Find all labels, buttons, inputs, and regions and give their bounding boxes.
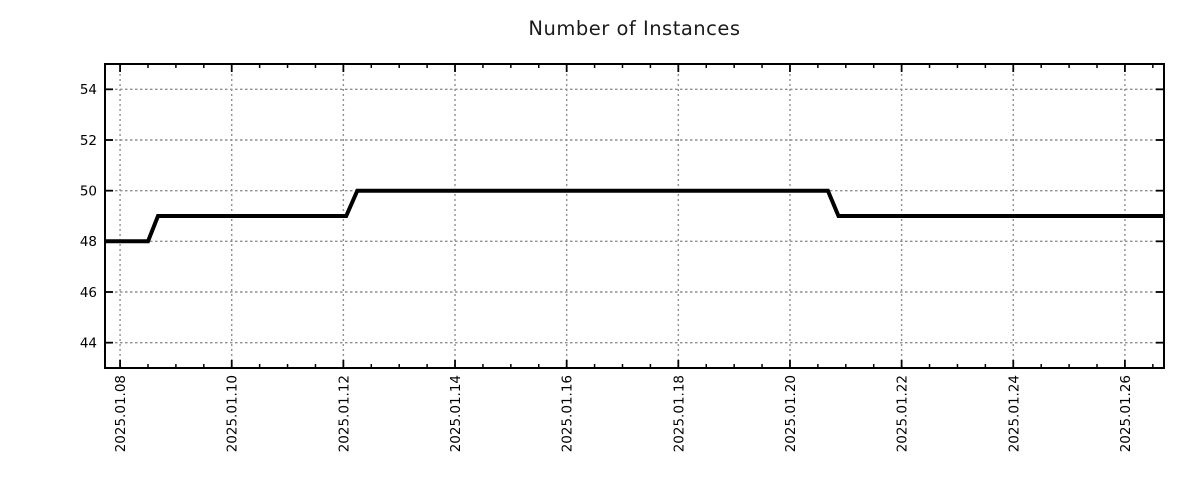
x-tick-label: 2025.01.08	[113, 375, 129, 452]
x-tick-label: 2025.01.14	[448, 375, 464, 452]
x-tick-label: 2025.01.16	[560, 375, 576, 452]
y-tick-label: 54	[80, 82, 97, 98]
x-tick-label: 2025.01.10	[225, 375, 241, 452]
x-tick-label: 2025.01.18	[671, 375, 687, 452]
x-tick-label: 2025.01.12	[336, 375, 352, 452]
x-tick-label: 2025.01.26	[1118, 375, 1134, 452]
y-tick-label: 52	[80, 133, 97, 149]
y-tick-label: 46	[80, 285, 97, 301]
y-tick-label: 50	[80, 183, 97, 199]
y-tick-label: 48	[80, 234, 97, 250]
x-tick-label: 2025.01.22	[895, 375, 911, 452]
x-tick-label: 2025.01.24	[1006, 375, 1022, 452]
y-tick-label: 44	[80, 335, 97, 351]
x-tick-label: 2025.01.20	[783, 375, 799, 452]
chart-title: Number of Instances	[528, 17, 741, 40]
series-line-instances	[105, 188, 1164, 244]
